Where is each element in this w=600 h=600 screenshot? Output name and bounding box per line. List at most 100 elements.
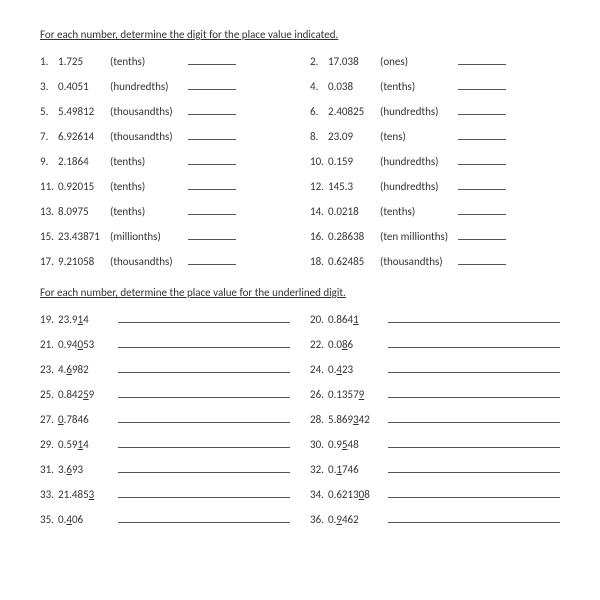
question-number-value: 0.5914 [58, 438, 118, 451]
question-number-value: 0.28638 [328, 230, 380, 243]
question-number-value: 0.7846 [58, 413, 118, 426]
question-number: 11. [40, 180, 58, 193]
place-value-label: (thousandths) [110, 105, 188, 118]
answer-blank[interactable] [458, 153, 506, 165]
answer-blank[interactable] [118, 386, 290, 398]
answer-blank[interactable] [188, 78, 236, 90]
answer-blank[interactable] [388, 311, 560, 323]
question-number: 33. [40, 488, 58, 501]
question-number-value: 17.038 [328, 55, 380, 68]
question-row: 31.3.693 [40, 461, 290, 476]
answer-blank[interactable] [388, 461, 560, 473]
answer-blank[interactable] [388, 486, 560, 498]
question-row: 3.0.4051(hundredths) [40, 78, 290, 93]
answer-blank[interactable] [188, 253, 236, 265]
answer-blank[interactable] [118, 411, 290, 423]
place-value-label: (ones) [380, 55, 458, 68]
question-number: 18. [310, 255, 328, 268]
question-number-value: 5.869342 [328, 413, 388, 426]
answer-blank[interactable] [188, 203, 236, 215]
answer-blank[interactable] [118, 311, 290, 323]
place-value-label: (thousandths) [380, 255, 458, 268]
question-number-value: 0.4051 [58, 80, 110, 93]
question-number: 5. [40, 105, 58, 118]
question-row: 29.0.5914 [40, 436, 290, 451]
question-number: 7. [40, 130, 58, 143]
instruction-2: For each number, determine the place val… [40, 286, 560, 299]
question-number-value: 9.21058 [58, 255, 110, 268]
answer-blank[interactable] [188, 53, 236, 65]
question-number: 10. [310, 155, 328, 168]
answer-blank[interactable] [118, 486, 290, 498]
answer-blank[interactable] [458, 78, 506, 90]
question-number: 36. [310, 513, 328, 526]
question-number-value: 4.6982 [58, 363, 118, 376]
question-row: 25.0.84259 [40, 386, 290, 401]
answer-blank[interactable] [458, 103, 506, 115]
question-number-value: 0.1746 [328, 463, 388, 476]
answer-blank[interactable] [188, 153, 236, 165]
question-number: 35. [40, 513, 58, 526]
question-number-value: 23.09 [328, 130, 380, 143]
question-number: 6. [310, 105, 328, 118]
question-row: 5.5.49812(thousandths) [40, 103, 290, 118]
answer-blank[interactable] [388, 411, 560, 423]
answer-blank[interactable] [458, 178, 506, 190]
answer-blank[interactable] [458, 228, 506, 240]
question-number: 1. [40, 55, 58, 68]
question-number-value: 0.159 [328, 155, 380, 168]
question-number-value: 21.4853 [58, 488, 118, 501]
place-value-label: (millionths) [110, 230, 188, 243]
place-value-label: (tenths) [110, 205, 188, 218]
answer-blank[interactable] [388, 336, 560, 348]
answer-blank[interactable] [188, 103, 236, 115]
answer-blank[interactable] [458, 253, 506, 265]
question-row: 12.145.3(hundredths) [310, 178, 560, 193]
question-number-value: 23.914 [58, 313, 118, 326]
question-row: 35.0.406 [40, 511, 290, 526]
section-2: 19.23.91420.0.864121.0.9405322.0.08623.4… [40, 311, 560, 536]
question-number: 34. [310, 488, 328, 501]
question-row: 18.0.62485(thousandths) [310, 253, 560, 268]
question-row: 23.4.6982 [40, 361, 290, 376]
question-row: 28.5.869342 [310, 411, 560, 426]
question-row: 15.23.43871(millionths) [40, 228, 290, 243]
question-number: 3. [40, 80, 58, 93]
question-row: 24.0.423 [310, 361, 560, 376]
question-number-value: 2.1864 [58, 155, 110, 168]
answer-blank[interactable] [118, 436, 290, 448]
answer-blank[interactable] [118, 336, 290, 348]
question-row: 16.0.28638(ten millionths) [310, 228, 560, 243]
answer-blank[interactable] [388, 386, 560, 398]
place-value-label: (thousandths) [110, 130, 188, 143]
answer-blank[interactable] [458, 128, 506, 140]
answer-blank[interactable] [118, 511, 290, 523]
question-row: 21.0.94053 [40, 336, 290, 351]
answer-blank[interactable] [188, 178, 236, 190]
question-row: 13.8.0975(tenths) [40, 203, 290, 218]
question-number: 13. [40, 205, 58, 218]
question-number-value: 0.423 [328, 363, 388, 376]
question-number: 20. [310, 313, 328, 326]
answer-blank[interactable] [188, 128, 236, 140]
answer-blank[interactable] [188, 228, 236, 240]
question-number: 28. [310, 413, 328, 426]
answer-blank[interactable] [458, 203, 506, 215]
place-value-label: (tenths) [110, 55, 188, 68]
question-number: 14. [310, 205, 328, 218]
place-value-label: (tens) [380, 130, 458, 143]
question-number-value: 0.406 [58, 513, 118, 526]
question-row: 7.6.92614(thousandths) [40, 128, 290, 143]
answer-blank[interactable] [388, 511, 560, 523]
question-row: 22.0.086 [310, 336, 560, 351]
answer-blank[interactable] [388, 361, 560, 373]
answer-blank[interactable] [388, 436, 560, 448]
place-value-label: (hundredths) [380, 105, 458, 118]
question-number: 12. [310, 180, 328, 193]
question-row: 34.0.621308 [310, 486, 560, 501]
answer-blank[interactable] [458, 53, 506, 65]
answer-blank[interactable] [118, 361, 290, 373]
question-row: 20.0.8641 [310, 311, 560, 326]
answer-blank[interactable] [118, 461, 290, 473]
question-number-value: 3.693 [58, 463, 118, 476]
